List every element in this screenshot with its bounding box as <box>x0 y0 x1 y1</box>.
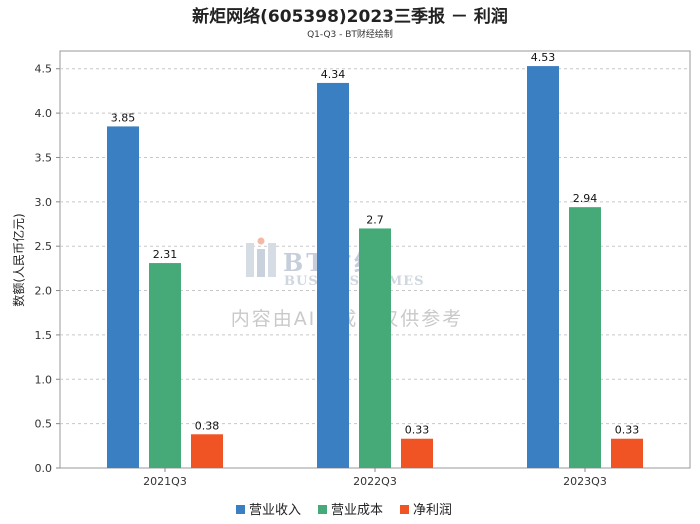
y-tick-label: 4.5 <box>35 63 53 76</box>
bar-3-2023Q3 <box>611 438 643 468</box>
data-label: 0.38 <box>195 419 220 432</box>
data-label: 0.33 <box>615 424 640 437</box>
bt-logo-icon <box>246 237 276 277</box>
bar-2-2023Q3 <box>569 207 601 468</box>
y-tick-label: 0.5 <box>35 418 53 431</box>
bar-3-2021Q3 <box>191 434 223 468</box>
data-label: 4.34 <box>321 68 346 81</box>
bar-1-2022Q3 <box>317 82 349 468</box>
bar-2-2022Q3 <box>359 228 391 468</box>
legend-swatch <box>318 505 327 514</box>
bar-2-2021Q3 <box>149 263 181 468</box>
chart-subtitle: Q1-Q3 - BT财经绘制 <box>307 28 393 40</box>
y-axis: 0.0 0.5 1.0 1.5 2.0 2.5 3.0 3.5 4.0 4.5 <box>35 63 60 475</box>
data-label: 3.85 <box>111 111 136 124</box>
data-label: 2.31 <box>153 248 178 261</box>
legend: 营业收入 营业成本 净利润 <box>236 503 452 518</box>
x-tick-label: 2021Q3 <box>143 475 187 488</box>
chart-title: 新炬网络(605398)2023三季报 － 利润 <box>192 6 508 27</box>
y-tick-label: 3.5 <box>35 151 53 164</box>
bar-3-2022Q3 <box>401 438 433 468</box>
y-tick-label: 2.5 <box>35 240 53 253</box>
bars: 3.85 2.31 0.38 4.34 2.7 0.33 4.53 2.94 0.33 <box>107 51 643 469</box>
y-tick-label: 1.0 <box>35 373 53 386</box>
data-label: 2.7 <box>366 213 384 226</box>
legend-label: 营业成本 <box>331 503 383 518</box>
y-axis-label: 数额(人民币亿元) <box>11 213 26 306</box>
bar-1-2023Q3 <box>527 66 559 468</box>
legend-label: 营业收入 <box>249 503 301 518</box>
y-tick-label: 3.0 <box>35 196 53 209</box>
legend-swatch <box>236 505 245 514</box>
data-label: 0.33 <box>405 424 430 437</box>
x-tick-label: 2022Q3 <box>353 475 397 488</box>
data-label: 2.94 <box>573 192 598 205</box>
x-tick-label: 2023Q3 <box>563 475 607 488</box>
x-axis: 2021Q3 2022Q3 2023Q3 <box>143 468 607 488</box>
legend-label: 净利润 <box>413 503 452 518</box>
y-tick-label: 4.0 <box>35 107 53 120</box>
legend-swatch <box>400 505 409 514</box>
y-tick-label: 1.5 <box>35 329 53 342</box>
y-tick-label: 2.0 <box>35 285 53 298</box>
watermark-brand-en: BUSINESSTIMES <box>284 274 425 289</box>
data-label: 4.53 <box>531 51 556 64</box>
y-tick-label: 0.0 <box>35 462 53 475</box>
bar-1-2021Q3 <box>107 126 139 469</box>
